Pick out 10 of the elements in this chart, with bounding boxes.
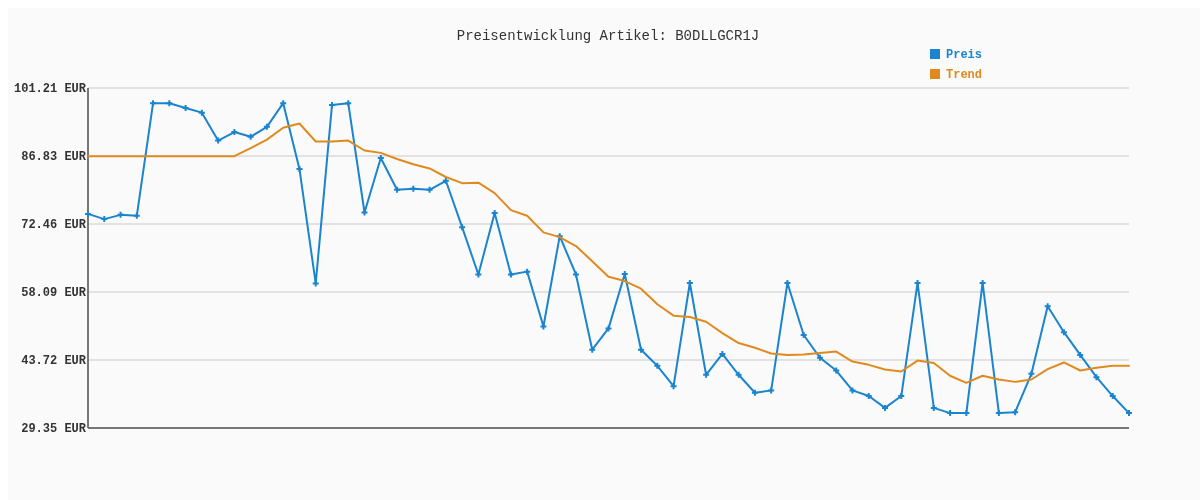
line-series: [87, 122, 1130, 384]
legend-label: Trend: [946, 68, 983, 82]
y-tick-label: 43.72 EUR: [21, 354, 87, 369]
chart-title: Preisentwicklung Artikel: B0DLLGCR1J: [456, 28, 760, 44]
y-tick-label: 101.21 EUR: [13, 82, 87, 97]
y-tick-label: 86.83 EUR: [21, 150, 87, 165]
legend-label: Preis: [946, 48, 983, 62]
y-tick-label: 72.46 EUR: [21, 218, 87, 233]
y-tick-label: 58.09 EUR: [21, 286, 87, 301]
y-tick-label: 29.35 EUR: [21, 422, 87, 437]
